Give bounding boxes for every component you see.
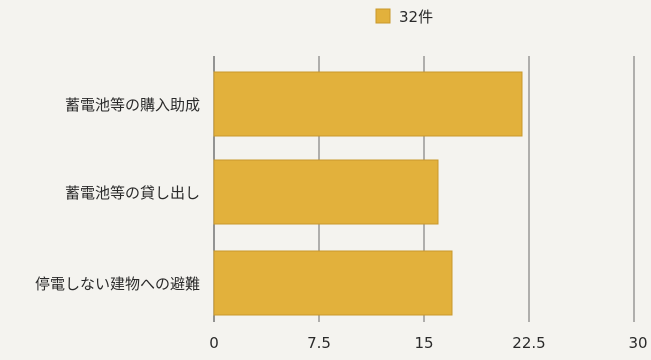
bar: [213, 71, 523, 137]
x-tick-labels: 0 7.5 15 22.5 30: [209, 334, 647, 352]
bar: [213, 159, 439, 225]
bars: [213, 71, 523, 316]
bar: [213, 250, 453, 316]
x-tick-label: 15: [414, 334, 433, 352]
x-tick-label: 22.5: [512, 334, 545, 352]
x-tick-label: 7.5: [307, 334, 331, 352]
legend-swatch: [375, 8, 391, 24]
x-tick-label: 0: [209, 334, 219, 352]
x-tick-label: 30: [628, 334, 647, 352]
category-label: 蓄電池等の貸し出し: [65, 184, 200, 202]
category-label: 蓄電池等の購入助成: [65, 96, 200, 114]
category-label: 停電しない建物への避難: [35, 275, 200, 293]
legend-label: 32件: [399, 8, 433, 26]
legend: 32件: [375, 8, 433, 26]
